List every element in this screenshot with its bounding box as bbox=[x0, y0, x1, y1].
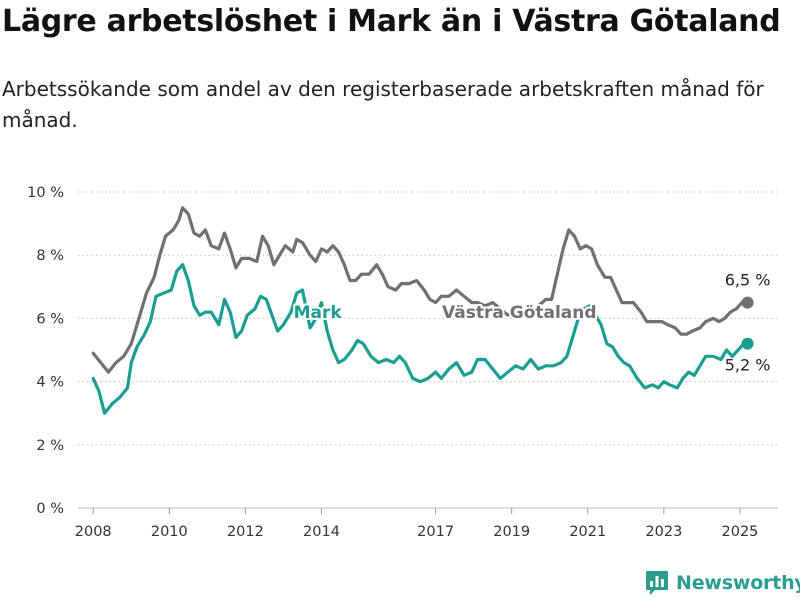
y-tick-label: 10 % bbox=[27, 185, 64, 201]
x-tick-label: 2025 bbox=[722, 524, 759, 540]
page-subtitle: Arbetssökande som andel av den registerb… bbox=[2, 77, 764, 132]
bar-chart-logo-icon bbox=[646, 571, 668, 595]
series-end-marker bbox=[741, 337, 754, 350]
y-tick-label: 2 % bbox=[36, 438, 64, 454]
x-tick-label: 2021 bbox=[569, 524, 606, 540]
y-tick-label: 0 % bbox=[36, 501, 64, 517]
series-end-label: 6,5 % bbox=[725, 271, 771, 290]
x-tick-label: 2014 bbox=[303, 524, 340, 540]
x-tick-label: 2017 bbox=[417, 524, 454, 540]
x-tick-label: 2023 bbox=[645, 524, 682, 540]
line-chart: 0 % 2 % 4 % 6 % 8 % 10 % 2008 2010 2012 2014 2017… bbox=[27, 185, 778, 540]
page-title: Lägre arbetslöshet i Mark än i Västra Gö… bbox=[2, 4, 781, 39]
series-end-label: 5,2 % bbox=[725, 356, 771, 375]
series-name-label: Mark bbox=[294, 303, 343, 323]
x-tick-label: 2008 bbox=[75, 524, 112, 540]
brand-logo: Newsworthy bbox=[645, 568, 800, 598]
grid-lines bbox=[78, 191, 778, 509]
series-line-vastra-gotaland bbox=[91, 206, 750, 374]
brand-name: Newsworthy bbox=[676, 572, 800, 594]
y-tick-label: 8 % bbox=[36, 248, 64, 264]
x-tick-label: 2012 bbox=[227, 524, 264, 540]
series-end-marker bbox=[741, 296, 754, 309]
y-axis: 0 % 2 % 4 % 6 % 8 % 10 % bbox=[27, 185, 64, 517]
y-tick-label: 6 % bbox=[36, 311, 64, 327]
series-labels: 6,5 % 5,2 % Västra Götaland Mark bbox=[292, 271, 771, 375]
series-lines bbox=[91, 206, 754, 415]
x-tick-label: 2019 bbox=[493, 524, 530, 540]
series-line-mark bbox=[91, 263, 750, 415]
y-tick-label: 4 % bbox=[36, 375, 64, 391]
x-axis: 2008 2010 2012 2014 2017 2019 2021 2023 2025 bbox=[75, 508, 759, 540]
x-tick-label: 2010 bbox=[151, 524, 188, 540]
series-name-label: Västra Götaland bbox=[442, 303, 597, 323]
